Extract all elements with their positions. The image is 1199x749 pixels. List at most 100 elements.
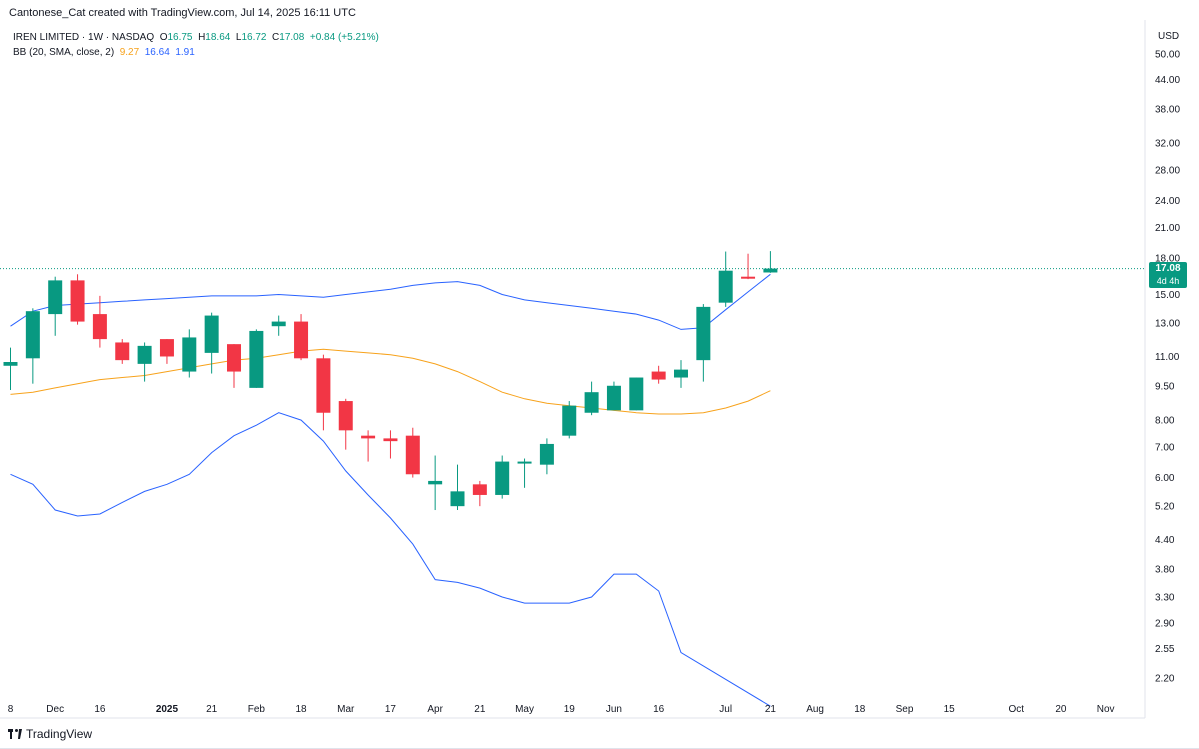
- price-tick-label: 3.30: [1155, 592, 1175, 603]
- candle[interactable]: [763, 251, 778, 273]
- time-tick-label: Oct: [1008, 704, 1024, 715]
- last-price-value: 17.08: [1155, 263, 1181, 274]
- price-tick-label: 24.00: [1155, 196, 1180, 207]
- candle[interactable]: [405, 427, 420, 478]
- candle[interactable]: [651, 365, 666, 384]
- bar-countdown: 4d 4h: [1156, 276, 1180, 286]
- candle[interactable]: [361, 430, 376, 462]
- tradingview-logo[interactable]: TradingView: [8, 727, 92, 741]
- candle[interactable]: [428, 455, 443, 511]
- time-tick-label: 16: [653, 704, 665, 715]
- candle[interactable]: [271, 315, 286, 336]
- candle-body: [25, 311, 40, 359]
- bb-basis-line: [10, 348, 771, 415]
- candle[interactable]: [741, 253, 756, 280]
- chart-grid: [0, 20, 1146, 719]
- candle-body: [294, 321, 309, 359]
- price-tick-label: 13.00: [1155, 319, 1180, 330]
- candle[interactable]: [674, 360, 688, 388]
- candle[interactable]: [249, 329, 264, 388]
- time-tick-label: May: [515, 704, 534, 715]
- low-label: L: [235, 32, 242, 43]
- time-tick-label: Jul: [719, 704, 732, 715]
- price-tick-label: 21.00: [1155, 223, 1180, 234]
- candle[interactable]: [182, 329, 197, 378]
- price-tick-label: 3.80: [1155, 564, 1175, 575]
- price-tick-label: 11.00: [1155, 352, 1180, 363]
- candle[interactable]: [472, 480, 487, 507]
- tradingview-logo-text: TradingView: [26, 727, 93, 741]
- candle-body: [450, 491, 465, 507]
- candle[interactable]: [606, 381, 621, 411]
- last-price-badge: 17.08 4d 4h: [1149, 262, 1187, 288]
- candle-body: [92, 314, 107, 340]
- candle[interactable]: [718, 251, 733, 307]
- price-tick-label: 2.55: [1155, 644, 1175, 655]
- candle-body: [763, 268, 778, 273]
- candles[interactable]: [3, 251, 778, 511]
- candle-body: [115, 342, 130, 361]
- low-value: 16.72: [241, 32, 267, 43]
- bb-upper-value: 16.64: [144, 47, 170, 58]
- price-tick-label: 5.20: [1155, 502, 1175, 513]
- candle[interactable]: [159, 339, 174, 364]
- candle-body: [249, 330, 264, 388]
- candle[interactable]: [137, 342, 152, 382]
- high-label: H: [198, 32, 206, 43]
- price-tick-label: 15.00: [1155, 290, 1180, 301]
- candle[interactable]: [294, 314, 309, 361]
- candle-body: [696, 306, 711, 361]
- bb-lower-value: 1.91: [175, 47, 195, 58]
- candle-body: [227, 344, 241, 372]
- candle-body: [629, 377, 644, 411]
- candle-body: [271, 321, 286, 327]
- candle-body: [517, 461, 532, 464]
- time-tick-label: Aug: [806, 704, 824, 715]
- open-label: O: [159, 32, 168, 43]
- candle[interactable]: [48, 276, 63, 336]
- candle[interactable]: [227, 344, 241, 388]
- time-tick-label: 17: [385, 704, 397, 715]
- price-tick-label: 32.00: [1155, 139, 1180, 150]
- time-tick-label: 18: [854, 704, 866, 715]
- candle[interactable]: [696, 304, 711, 382]
- price-tick-label: 6.00: [1155, 473, 1175, 484]
- candle[interactable]: [3, 347, 18, 391]
- symbol-title[interactable]: IREN LIMITED · 1W · NASDAQ: [13, 32, 155, 43]
- candle[interactable]: [92, 295, 107, 348]
- time-tick-label: Nov: [1097, 704, 1115, 715]
- candle-body: [3, 362, 18, 366]
- candle[interactable]: [338, 398, 353, 450]
- candle[interactable]: [115, 339, 130, 364]
- candle[interactable]: [25, 308, 40, 384]
- price-axis[interactable]: 50.00 44.00 38.00 32.00 28.00 24.00 21.00 18.00…: [1155, 50, 1180, 685]
- bb-indicator-row[interactable]: BB (20, SMA, close, 2) 9.27 16.64 1.91: [13, 45, 379, 60]
- candle-body: [606, 385, 621, 411]
- candle-body: [495, 461, 510, 495]
- candle[interactable]: [495, 455, 510, 499]
- candle[interactable]: [204, 312, 219, 374]
- chart-legend: IREN LIMITED · 1W · NASDAQ O16.75 H18.64…: [13, 30, 379, 60]
- bb-upper-line: [10, 273, 771, 330]
- candle[interactable]: [70, 274, 85, 325]
- candle[interactable]: [629, 377, 644, 411]
- candle-body: [137, 345, 152, 364]
- close-value: 17.08: [279, 32, 305, 43]
- candle-body: [741, 276, 756, 279]
- candle-body: [338, 401, 353, 431]
- bb-label[interactable]: BB (20, SMA, close, 2): [13, 47, 115, 58]
- time-tick-label: 2025: [156, 704, 179, 715]
- candle[interactable]: [584, 381, 599, 416]
- candle[interactable]: [383, 430, 398, 459]
- candle[interactable]: [539, 438, 554, 475]
- currency-label[interactable]: USD: [1158, 31, 1180, 42]
- bollinger-bands: [10, 273, 771, 707]
- candle[interactable]: [450, 464, 465, 511]
- high-value: 18.64: [205, 32, 231, 43]
- time-axis[interactable]: 8 Dec 16 2025 21 Feb 18 Mar 17 Apr 21 May 19 Jun 16 Jul…: [8, 704, 1115, 715]
- candle[interactable]: [316, 354, 331, 431]
- candle-body: [204, 315, 219, 353]
- candle[interactable]: [562, 401, 577, 439]
- candle[interactable]: [517, 458, 532, 488]
